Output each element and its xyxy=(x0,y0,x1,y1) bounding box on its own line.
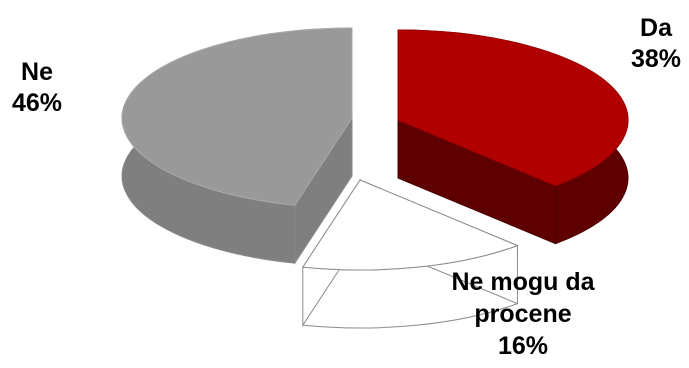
label-ne-name: Ne xyxy=(21,58,53,86)
label-da-name: Da xyxy=(640,14,672,42)
label-ne: Ne 46% xyxy=(2,57,72,119)
label-da: Da 38% xyxy=(626,13,686,75)
label-da-pct: 38% xyxy=(630,45,682,73)
label-ne-mogu-line1: Ne mogu da xyxy=(451,268,595,296)
label-ne-mogu-line2: procene xyxy=(474,300,572,328)
label-ne-pct: 46% xyxy=(11,89,63,117)
label-ne-mogu: Ne mogu da procene 16% xyxy=(428,266,618,362)
label-ne-mogu-pct: 16% xyxy=(497,332,549,360)
slice-ne-top xyxy=(121,27,353,206)
slice-da-top xyxy=(397,29,629,187)
slice-ne-mogu-top xyxy=(301,179,519,271)
